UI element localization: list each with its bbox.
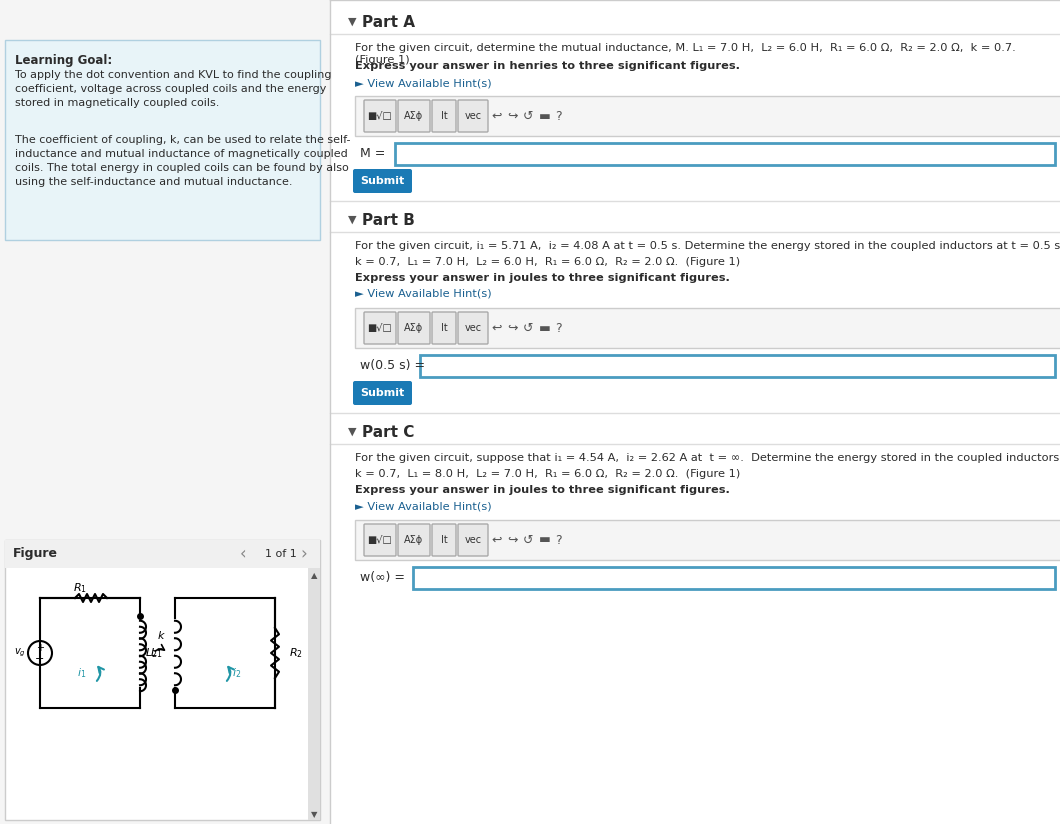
Text: Submit: Submit — [360, 388, 404, 398]
FancyBboxPatch shape — [398, 524, 430, 556]
Text: $R_1$: $R_1$ — [73, 581, 87, 595]
Text: It: It — [441, 535, 447, 545]
Text: To apply the dot convention and KVL to find the coupling
coefficient, voltage ac: To apply the dot convention and KVL to f… — [15, 70, 332, 108]
Text: ↪: ↪ — [507, 533, 517, 546]
Text: ↪: ↪ — [507, 321, 517, 335]
Text: For the given circuit, determine the mutual inductance, M. L₁ = 7.0 H,  L₂ = 6.0: For the given circuit, determine the mut… — [355, 43, 1020, 64]
FancyBboxPatch shape — [432, 312, 456, 344]
Text: −: − — [35, 654, 45, 664]
FancyBboxPatch shape — [355, 96, 1060, 136]
FancyBboxPatch shape — [398, 100, 430, 132]
Text: Part A: Part A — [363, 15, 416, 30]
Text: k: k — [158, 631, 164, 641]
Text: ↪: ↪ — [507, 110, 517, 123]
FancyBboxPatch shape — [364, 524, 396, 556]
Text: ↩: ↩ — [491, 110, 501, 123]
FancyBboxPatch shape — [330, 0, 1060, 824]
Text: ↩: ↩ — [491, 321, 501, 335]
Text: ■√□: ■√□ — [368, 535, 392, 545]
Text: For the given circuit, suppose that i₁ = 4.54 A,  i₂ = 2.62 A at  t = ∞.  Determ: For the given circuit, suppose that i₁ =… — [355, 453, 1060, 463]
FancyBboxPatch shape — [5, 540, 320, 568]
Text: ›: › — [300, 545, 306, 563]
Text: ?: ? — [555, 533, 562, 546]
Text: Submit: Submit — [360, 176, 404, 186]
Text: ▼: ▼ — [348, 215, 356, 225]
FancyBboxPatch shape — [355, 308, 1060, 348]
Text: k = 0.7,  L₁ = 7.0 H,  L₂ = 6.0 H,  R₁ = 6.0 Ω,  R₂ = 2.0 Ω.  (Figure 1): k = 0.7, L₁ = 7.0 H, L₂ = 6.0 H, R₁ = 6.… — [355, 257, 740, 267]
Text: $i_2$: $i_2$ — [232, 666, 242, 680]
FancyBboxPatch shape — [5, 40, 320, 240]
Text: $L_2$: $L_2$ — [144, 646, 157, 660]
Text: ?: ? — [555, 110, 562, 123]
Text: ▲: ▲ — [311, 572, 317, 580]
Text: The coefficient of coupling, k, can be used to relate the self-
inductance and m: The coefficient of coupling, k, can be u… — [15, 135, 351, 187]
Text: +: + — [36, 643, 45, 653]
Text: ?: ? — [555, 321, 562, 335]
Text: For the given circuit, i₁ = 5.71 A,  i₂ = 4.08 A at t = 0.5 s. Determine the ene: For the given circuit, i₁ = 5.71 A, i₂ =… — [355, 241, 1060, 251]
FancyBboxPatch shape — [395, 143, 1055, 165]
Text: ▬: ▬ — [538, 533, 551, 546]
FancyBboxPatch shape — [432, 100, 456, 132]
Text: ↺: ↺ — [523, 110, 533, 123]
Text: Part B: Part B — [363, 213, 414, 227]
Text: $i_1$: $i_1$ — [77, 666, 87, 680]
Text: Figure: Figure — [13, 547, 58, 560]
FancyBboxPatch shape — [420, 355, 1055, 377]
Text: ► View Available Hint(s): ► View Available Hint(s) — [355, 289, 492, 299]
FancyBboxPatch shape — [353, 169, 412, 193]
Text: ↺: ↺ — [523, 533, 533, 546]
Text: ▬: ▬ — [538, 321, 551, 335]
Text: Express your answer in henries to three significant figures.: Express your answer in henries to three … — [355, 61, 740, 71]
Text: w(0.5 s) =: w(0.5 s) = — [360, 358, 425, 372]
Text: AΣϕ: AΣϕ — [404, 535, 424, 545]
Text: ↩: ↩ — [491, 533, 501, 546]
FancyBboxPatch shape — [5, 540, 320, 820]
Text: k = 0.7,  L₁ = 8.0 H,  L₂ = 7.0 H,  R₁ = 6.0 Ω,  R₂ = 2.0 Ω.  (Figure 1): k = 0.7, L₁ = 8.0 H, L₂ = 7.0 H, R₁ = 6.… — [355, 469, 740, 479]
Text: ▼: ▼ — [348, 17, 356, 27]
Text: It: It — [441, 111, 447, 121]
Text: vec: vec — [464, 535, 481, 545]
Text: Express your answer in joules to three significant figures.: Express your answer in joules to three s… — [355, 485, 730, 495]
Text: ↺: ↺ — [523, 321, 533, 335]
Text: $v_g$: $v_g$ — [14, 647, 26, 659]
Text: ▬: ▬ — [538, 110, 551, 123]
Text: ► View Available Hint(s): ► View Available Hint(s) — [355, 78, 492, 88]
Text: Part C: Part C — [363, 424, 414, 439]
FancyBboxPatch shape — [364, 100, 396, 132]
Text: vec: vec — [464, 323, 481, 333]
Text: $R_2$: $R_2$ — [289, 646, 303, 660]
FancyBboxPatch shape — [413, 567, 1055, 589]
Text: ▼: ▼ — [348, 427, 356, 437]
FancyBboxPatch shape — [398, 312, 430, 344]
FancyBboxPatch shape — [364, 312, 396, 344]
FancyBboxPatch shape — [432, 524, 456, 556]
FancyBboxPatch shape — [458, 100, 488, 132]
FancyBboxPatch shape — [458, 312, 488, 344]
FancyBboxPatch shape — [355, 520, 1060, 560]
Text: M =: M = — [360, 147, 386, 160]
FancyBboxPatch shape — [308, 568, 320, 820]
Text: Express your answer in joules to three significant figures.: Express your answer in joules to three s… — [355, 273, 730, 283]
Text: $L_1$: $L_1$ — [151, 646, 162, 660]
Text: ■√□: ■√□ — [368, 323, 392, 333]
Text: ‹: ‹ — [240, 545, 247, 563]
FancyBboxPatch shape — [458, 524, 488, 556]
Text: ► View Available Hint(s): ► View Available Hint(s) — [355, 501, 492, 511]
Text: ▼: ▼ — [311, 811, 317, 820]
Text: 1 of 1: 1 of 1 — [265, 549, 297, 559]
Text: It: It — [441, 323, 447, 333]
Text: ■√□: ■√□ — [368, 111, 392, 121]
Text: Learning Goal:: Learning Goal: — [15, 54, 112, 67]
FancyBboxPatch shape — [353, 381, 412, 405]
Text: vec: vec — [464, 111, 481, 121]
Text: AΣϕ: AΣϕ — [404, 111, 424, 121]
Text: AΣϕ: AΣϕ — [404, 323, 424, 333]
Text: w(∞) =: w(∞) = — [360, 570, 405, 583]
